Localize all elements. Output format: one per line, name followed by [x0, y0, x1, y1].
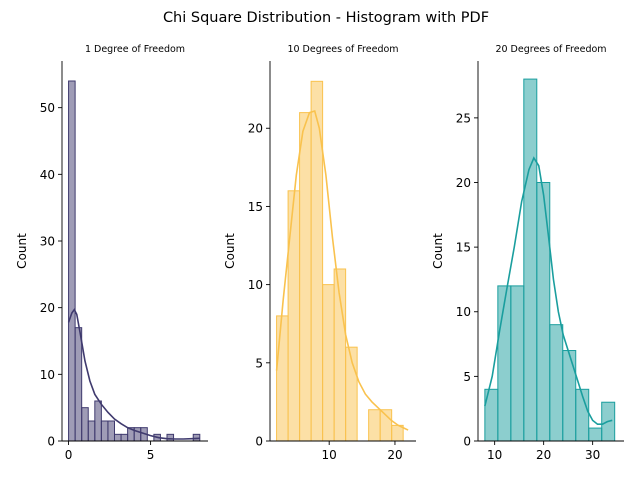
histogram-bars [276, 80, 404, 442]
y-tick-label: 5 [463, 370, 471, 384]
y-tick-label: 10 [40, 368, 55, 382]
panel-1-degree: 1 Degree of Freedom Count 0 10 20 30 40 50 0 5 [15, 44, 208, 462]
pdf-line [275, 110, 409, 431]
y-tick-label: 25 [456, 111, 471, 125]
y-tick-label: 5 [255, 356, 263, 370]
histogram-bar [94, 400, 102, 442]
histogram-bar [68, 80, 76, 442]
histogram-bar [133, 427, 142, 442]
pdf-curve [67, 308, 200, 440]
histogram-bar [510, 285, 525, 442]
histogram-bar [588, 427, 603, 442]
y-tick-label: 20 [456, 176, 471, 190]
figure-title: Chi Square Distribution - Histogram with… [163, 10, 489, 26]
y-tick-label: 30 [40, 235, 55, 249]
histogram-bar [81, 407, 89, 442]
histogram-bar [523, 78, 538, 442]
histogram-bar [74, 327, 83, 442]
pdf-line [67, 308, 200, 440]
histogram-bar [497, 285, 512, 442]
y-tick-label: 15 [248, 200, 263, 214]
histogram-bar [368, 409, 381, 442]
y-tick-label: 20 [40, 301, 55, 315]
panel-title: 1 Degree of Freedom [85, 44, 185, 55]
y-tick-label: 50 [40, 101, 55, 115]
y-tick-label: 10 [456, 305, 471, 319]
y-tick-label: 0 [463, 435, 471, 449]
x-tick-label: 20 [387, 448, 402, 462]
y-tick-label: 10 [248, 278, 263, 292]
panel-title: 10 Degrees of Freedom [287, 44, 398, 55]
y-tick-label: 20 [248, 122, 263, 136]
histogram-bar [107, 420, 115, 442]
x-tick-label: 10 [487, 448, 502, 462]
histogram-bar [113, 433, 122, 442]
histogram-bars [68, 80, 201, 442]
histogram-bar [536, 181, 551, 442]
histogram-bar [322, 284, 335, 442]
panel-20-degrees: 20 Degrees of Freedom Count 0 5 10 15 20 25 10… [431, 44, 624, 462]
pdf-curve [484, 156, 613, 425]
panel-title: 20 Degrees of Freedom [495, 44, 606, 55]
histogram-bar [276, 315, 289, 442]
axes: 0 10 20 30 40 50 0 5 [40, 61, 208, 462]
y-axis-label: Count [15, 233, 29, 269]
histogram-bar [287, 190, 301, 442]
histogram-bars [484, 78, 616, 442]
histogram-bar [549, 324, 564, 442]
x-tick-label: 0 [65, 448, 73, 462]
axes: 0 5 10 15 20 25 10 20 30 [456, 61, 624, 462]
histogram-bar [299, 112, 312, 442]
panel-10-degrees: 10 Degrees of Freedom Count 0 5 10 15 20 10 20 [223, 44, 416, 462]
x-tick-label: 10 [322, 448, 337, 462]
histogram-bar [120, 433, 129, 442]
y-tick-label: 0 [255, 435, 263, 449]
pdf-line [484, 156, 613, 425]
pdf-curve [275, 110, 409, 431]
x-tick-label: 5 [147, 448, 155, 462]
x-tick-label: 20 [536, 448, 551, 462]
histogram-bar [562, 350, 577, 442]
y-axis-label: Count [431, 233, 445, 269]
x-tick-label: 30 [585, 448, 600, 462]
histogram-bar [166, 433, 175, 442]
y-axis-label: Count [223, 233, 237, 269]
histogram-bar [87, 420, 96, 442]
y-tick-label: 0 [47, 435, 55, 449]
y-tick-label: 15 [456, 241, 471, 255]
axes: 0 5 10 15 20 10 20 [248, 61, 416, 462]
y-tick-label: 40 [40, 168, 55, 182]
histogram-bar [100, 420, 109, 442]
